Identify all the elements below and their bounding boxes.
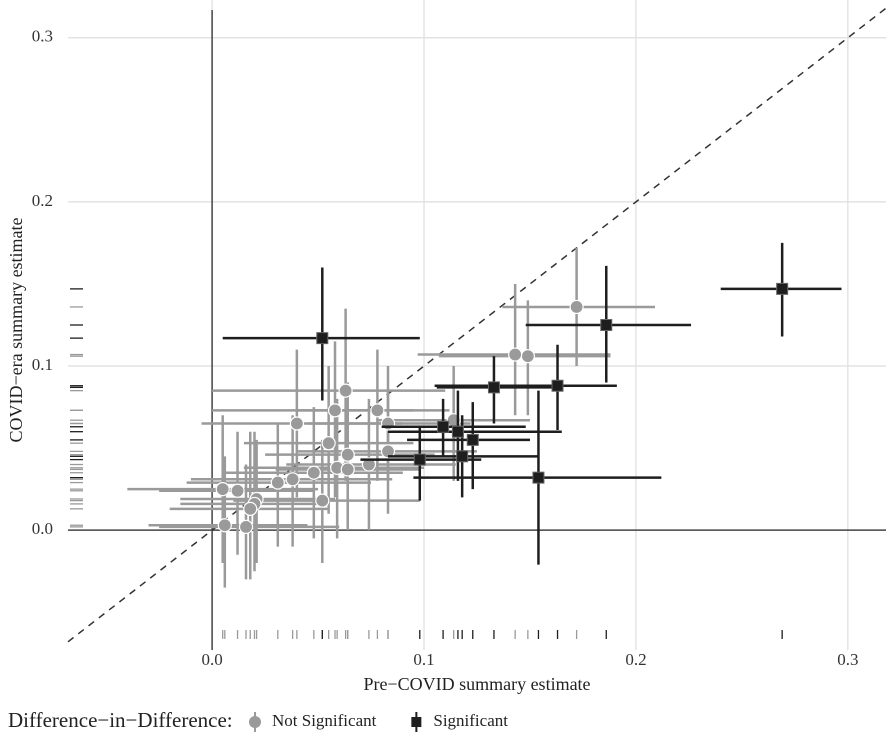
point xyxy=(466,433,479,446)
y-tick-label: 0.3 xyxy=(32,27,53,46)
legend-label: Significant xyxy=(433,711,508,730)
legend-key xyxy=(249,716,261,728)
point xyxy=(437,420,450,433)
point xyxy=(327,403,343,418)
point xyxy=(520,349,535,364)
point xyxy=(451,425,464,438)
point xyxy=(230,483,245,498)
point xyxy=(316,332,329,345)
legend-key xyxy=(411,717,422,727)
point xyxy=(338,383,353,398)
point xyxy=(487,381,500,394)
point xyxy=(361,457,377,472)
x-tick-label: 0.3 xyxy=(837,650,858,669)
x-tick-label: 0.1 xyxy=(413,650,434,669)
point xyxy=(306,465,321,480)
point xyxy=(776,282,789,295)
point xyxy=(370,403,385,418)
point xyxy=(321,436,336,451)
point xyxy=(569,299,584,315)
x-tick-label: 0.0 xyxy=(201,650,222,669)
y-tick-label: 0.2 xyxy=(32,191,53,210)
x-axis-title: Pre−COVID summary estimate xyxy=(363,674,590,694)
point xyxy=(508,347,523,362)
point xyxy=(217,518,232,533)
x-tick-label: 0.2 xyxy=(625,650,646,669)
plot-area xyxy=(67,0,886,650)
point xyxy=(551,379,564,392)
point xyxy=(340,462,355,477)
point xyxy=(238,519,254,534)
legend-label: Not Significant xyxy=(272,711,377,730)
point xyxy=(340,447,355,462)
point xyxy=(270,475,285,490)
legend-title: Difference−in−Difference: xyxy=(8,708,233,732)
point xyxy=(532,471,545,484)
point xyxy=(413,453,426,466)
y-tick-label: 0.0 xyxy=(32,519,53,538)
point xyxy=(289,416,304,431)
identity-line xyxy=(67,7,886,643)
point xyxy=(456,450,469,463)
y-tick-label: 0.1 xyxy=(32,355,53,374)
point xyxy=(243,501,258,516)
point xyxy=(285,472,300,487)
point xyxy=(380,444,396,459)
point xyxy=(380,416,396,431)
point xyxy=(600,319,613,331)
point xyxy=(215,482,230,497)
point xyxy=(315,493,330,508)
y-axis-title: COVID−era summary estimate xyxy=(6,217,26,442)
